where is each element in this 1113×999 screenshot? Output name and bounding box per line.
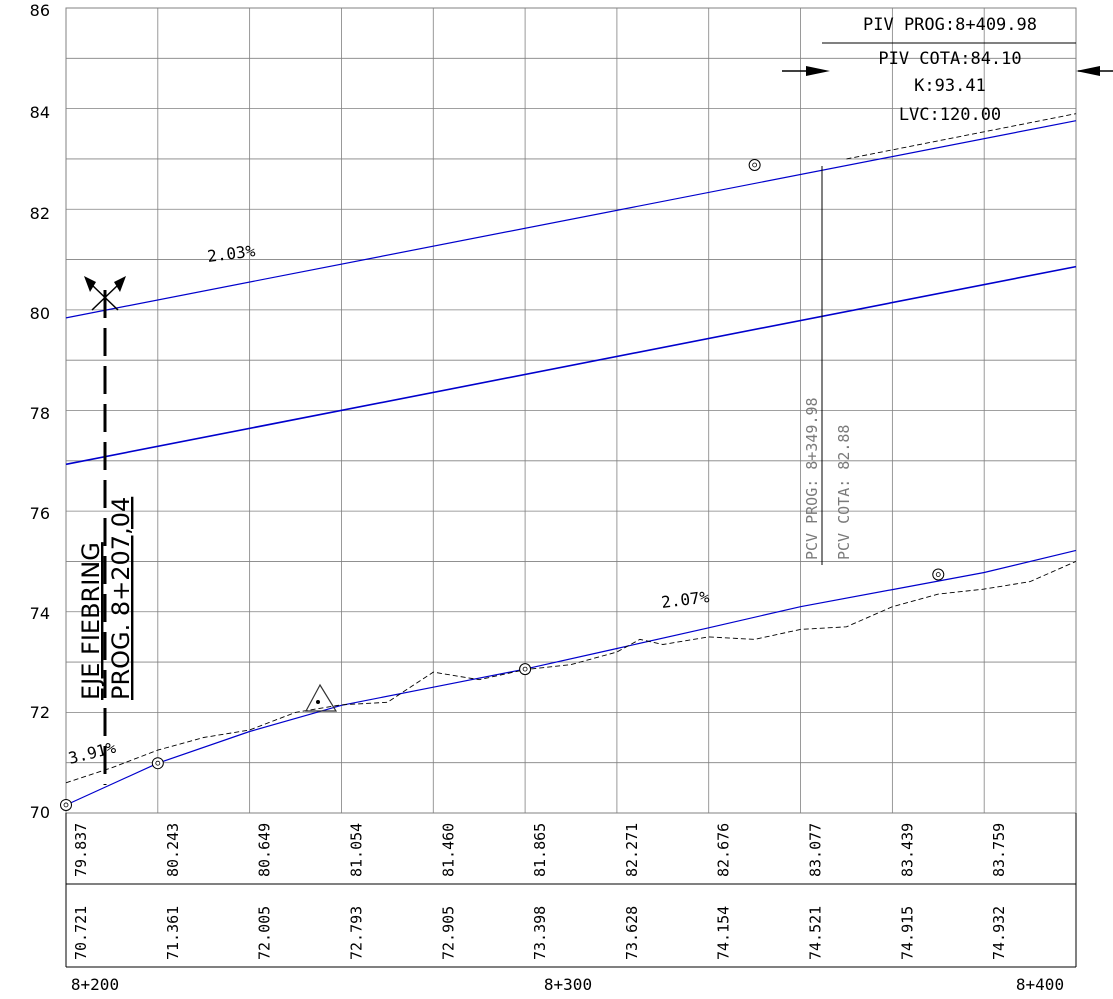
data-table: 79.837 80.243 80.649 81.054 81.460 81.865 82.2…	[65, 813, 1077, 968]
table-top-value: 80.243	[164, 823, 182, 877]
table-top-value: 83.759	[990, 823, 1008, 877]
grade-label-lower: 2.07%	[660, 587, 710, 612]
vertex-marker	[748, 158, 761, 171]
arrowhead-right-icon	[806, 66, 830, 76]
grid	[65, 7, 1077, 814]
piv-prog-label: PIV PROG:8+409.98	[863, 15, 1037, 35]
flag-icon	[84, 276, 96, 292]
y-tick-label: 72	[30, 703, 50, 722]
table-top-value: 82.271	[623, 823, 641, 877]
table-bottom-value: 74.154	[715, 906, 733, 960]
table-top-value: 81.054	[347, 823, 365, 877]
table-top-value: 81.865	[531, 823, 549, 877]
pcv-cota-label: PCV COTA: 82.88	[835, 425, 853, 560]
triangle-icon	[304, 683, 338, 712]
x-tick-label: 8+200	[71, 975, 119, 994]
table-top-value: 79.837	[72, 823, 90, 877]
series-upper-ground-line	[846, 113, 1077, 160]
piv-lvc-label: LVC:120.00	[899, 105, 1001, 125]
axis-x-mark	[91, 284, 119, 311]
axis-prog-label: PROG. 8+207,04	[107, 497, 135, 700]
vertex-marker	[151, 757, 164, 770]
table-bottom-value: 74.521	[807, 906, 825, 960]
vertex-marker-center	[752, 162, 758, 168]
axis-annotation: EJE FIEBRING PROG. 8+207,04	[77, 276, 135, 785]
table-bottom-value: 74.915	[898, 906, 916, 960]
y-tick-label: 74	[30, 604, 50, 623]
grade-label-upper: 2.03%	[206, 241, 256, 266]
y-tick-label: 84	[30, 103, 50, 122]
x-axis: 8+200 8+300 8+400	[71, 975, 1064, 994]
vertex-marker-center	[935, 572, 941, 577]
series-middle-grade-line	[65, 265, 1077, 466]
table-bottom-value: 72.005	[256, 906, 274, 960]
table-top-value: 82.676	[715, 823, 733, 877]
vertex-marker-center	[63, 802, 69, 808]
series-lines	[65, 113, 1077, 806]
series-ground-profile-line	[65, 560, 1077, 784]
piv-annotation: PIV PROG:8+409.98 PIV COTA:84.10 K:93.41…	[782, 15, 1113, 125]
x-tick-label: 8+300	[544, 975, 592, 994]
triangle-center-dot	[316, 700, 320, 704]
vertex-marker-center	[522, 666, 528, 672]
series-upper-grade-line	[65, 120, 1077, 319]
markers	[60, 158, 945, 811]
table-bottom-value: 73.398	[531, 906, 549, 960]
x-tick-label: 8+400	[1016, 975, 1064, 994]
y-axis: 70 72 74 76 78 80 82 84 86	[30, 1, 50, 822]
table-bottom-value: 71.361	[164, 906, 182, 960]
table-top-value: 83.439	[898, 823, 916, 877]
y-tick-label: 78	[30, 404, 50, 423]
vertex-marker	[60, 798, 72, 811]
axis-name-label: EJE FIEBRING	[77, 542, 105, 700]
table-bottom-value: 74.932	[990, 906, 1008, 960]
grade-label-start: 3.91%	[66, 738, 118, 768]
arrowhead-left-icon	[1076, 66, 1100, 76]
survey-point-marker	[304, 683, 338, 712]
vertex-marker	[519, 663, 532, 676]
y-tick-label: 82	[30, 204, 50, 223]
table-top-value: 80.649	[256, 823, 274, 877]
table-bottom-value: 72.793	[347, 906, 365, 960]
flag-icon	[114, 276, 126, 292]
table-bottom-value: 72.905	[439, 906, 457, 960]
y-tick-label: 76	[30, 504, 50, 523]
piv-k-label: K:93.41	[914, 76, 986, 96]
table-top-value: 83.077	[807, 823, 825, 877]
y-tick-label: 70	[30, 803, 50, 822]
table-bottom-value: 70.721	[72, 906, 90, 960]
vertex-marker	[932, 568, 945, 581]
y-tick-label: 86	[30, 1, 50, 20]
table-bottom-value: 73.628	[623, 906, 641, 960]
y-tick-label: 80	[30, 304, 50, 323]
vertex-marker-center	[155, 760, 161, 766]
table-top-value: 81.460	[439, 823, 457, 877]
pcv-annotation: PCV PROG: 8+349.98 PCV COTA: 82.88	[803, 166, 853, 565]
pcv-prog-label: PCV PROG: 8+349.98	[803, 397, 821, 560]
series-design-profile-line	[65, 549, 1077, 806]
piv-cota-label: PIV COTA:84.10	[878, 49, 1021, 69]
